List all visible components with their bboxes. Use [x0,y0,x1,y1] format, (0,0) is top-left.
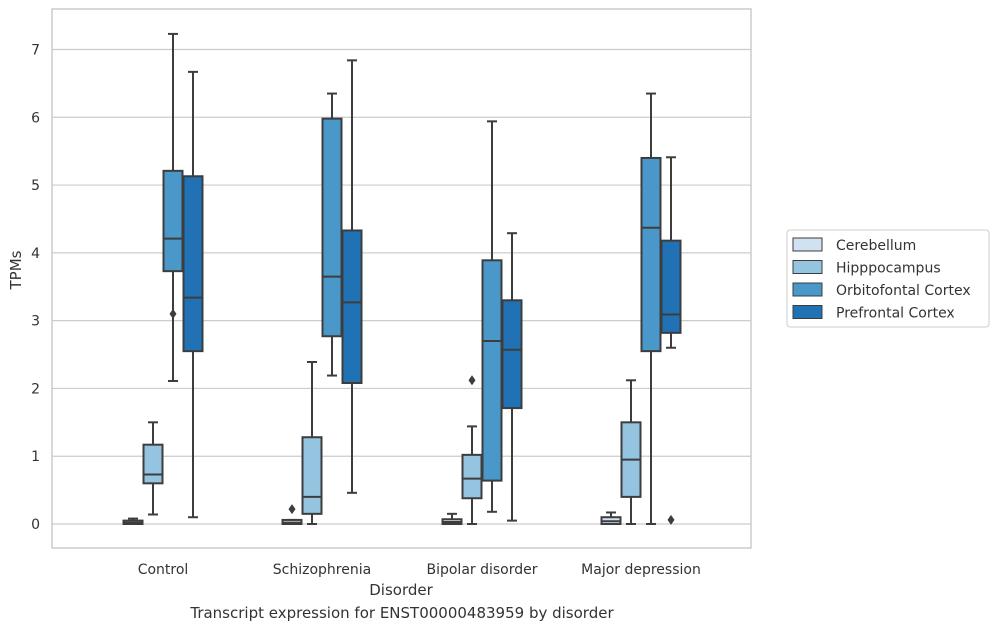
y-axis-label: TPMs [7,250,25,290]
y-tick-label: 7 [31,43,40,59]
box-group [182,70,204,519]
box-group [162,32,184,382]
x-tick-label: Bipolar disorder [426,562,537,578]
outlier-point [169,308,177,319]
legend-label: Hipppocampus [836,261,941,277]
legend-swatch [792,282,823,297]
outlier-point [667,514,675,525]
legend-label: Prefrontal Cortex [836,306,955,322]
box [162,169,184,273]
legend-label: Cerebellum [836,238,916,254]
box [660,239,682,334]
legend-swatch [792,260,823,274]
box [481,259,503,482]
box [321,117,343,338]
box-group [461,375,483,525]
legend-frame [786,229,990,328]
box [301,436,323,515]
y-tick-label: 2 [31,381,40,397]
box [341,229,363,385]
y-tick-labels: 0 1 2 3 4 5 6 7 [31,43,40,534]
box-group [301,360,323,525]
x-tick-label: Schizophrenia [273,562,371,578]
box [182,175,204,353]
box-group [142,421,164,516]
x-tick-labels: Control Schizophrenia Bipolar disorder Majo… [138,562,701,578]
box-group [321,92,343,377]
box [640,156,662,353]
y-tick-label: 0 [31,517,40,533]
y-tick-label: 1 [31,449,40,465]
box-group [341,59,363,494]
box-group [620,379,642,525]
legend-swatch [792,237,823,252]
y-tick-label: 4 [31,246,40,262]
box [142,443,164,485]
box-group [441,512,463,526]
legend-label: Orbitofontal Cortex [836,283,971,299]
y-tick-label: 5 [31,178,40,194]
box [501,299,523,410]
box-group [660,156,682,525]
box-group [122,517,144,526]
legend-swatch [792,305,823,319]
legend: Cerebellum Hipppocampus Orbitofontal Corte… [786,229,990,328]
y-tick-label: 6 [31,110,40,126]
box [461,453,483,500]
box-group [501,232,523,522]
box-plot-chart: 0 1 2 3 4 5 6 7 Control Schizophrenia Bipolar dis… [7,8,990,599]
box-group [600,511,622,526]
outlier-point [288,504,296,515]
box-group [281,504,303,526]
outlier-point [468,375,476,386]
x-axis-label: Disorder [369,581,433,599]
box-group [481,120,503,513]
y-tick-label: 3 [31,314,40,330]
figure-caption: Transcript expression for ENST0000048395… [190,604,614,622]
x-tick-label: Major depression [581,562,701,578]
box-series [122,32,682,526]
x-tick-label: Control [138,562,189,578]
